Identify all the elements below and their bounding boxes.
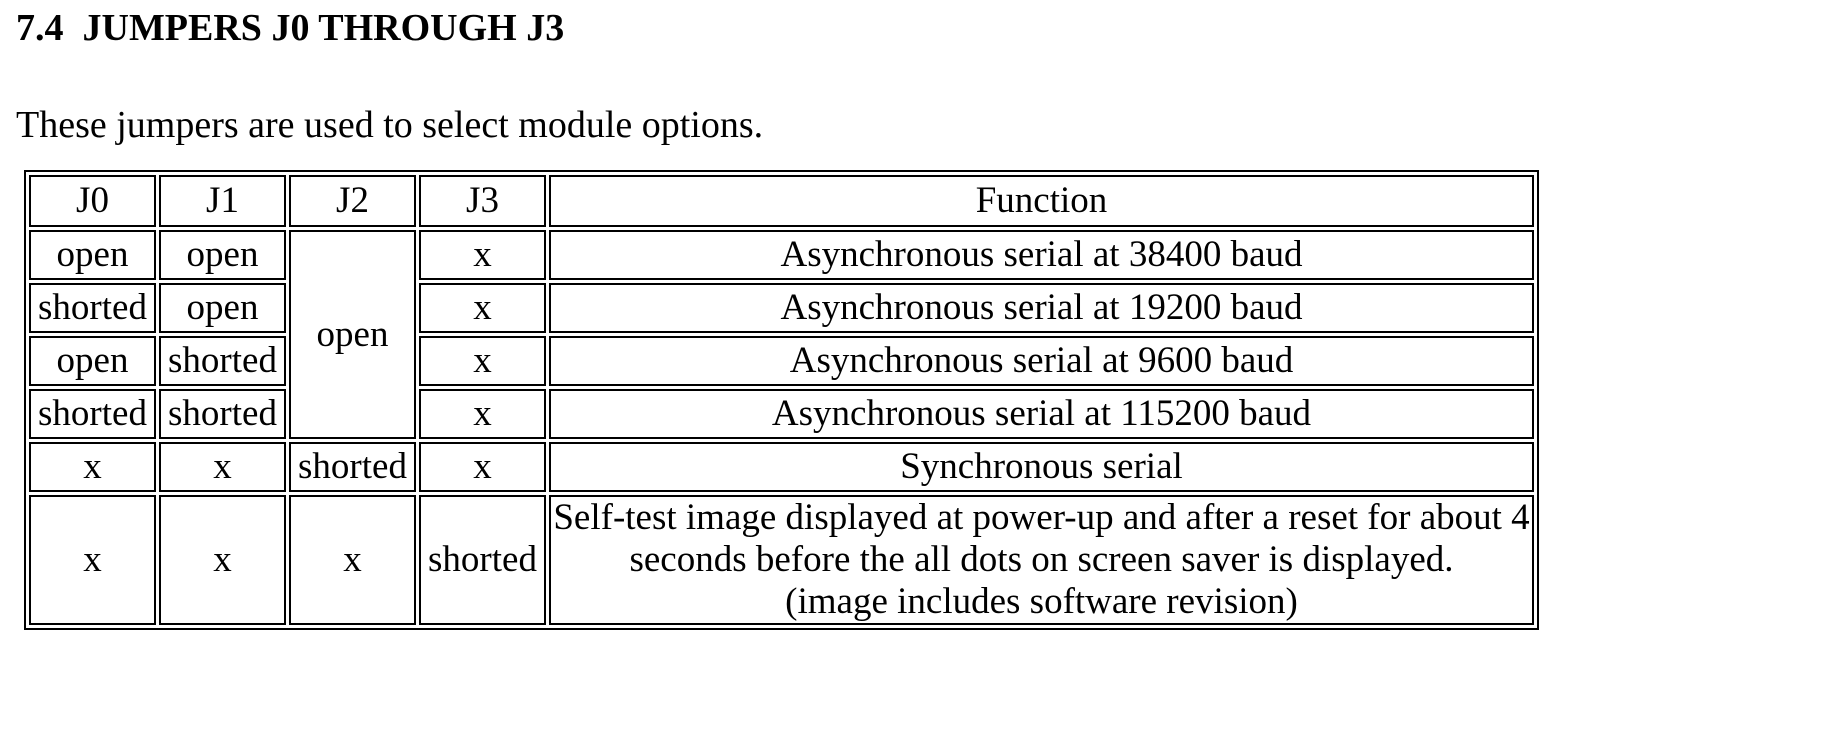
cell-j3: x [419,336,546,386]
cell-j0: open [29,230,156,280]
function-line: (image includes software revision) [785,581,1298,622]
cell-function: Asynchronous serial at 115200 baud [549,389,1534,439]
cell-j2: x [289,495,416,625]
cell-j3: x [419,389,546,439]
cell-j0: x [29,495,156,625]
cell-function: Asynchronous serial at 19200 baud [549,283,1534,333]
section-heading: 7.4 JUMPERS J0 THROUGH J3 [16,2,564,54]
cell-j2: shorted [289,442,416,492]
function-line: seconds before the all dots on screen sa… [629,539,1454,580]
header-j2: J2 [289,175,416,227]
header-j3: J3 [419,175,546,227]
jumper-table-wrapper: J0 J1 J2 J3 Function open open open x As… [24,170,1539,630]
cell-function: Asynchronous serial at 9600 baud [549,336,1534,386]
cell-function: Self-test image displayed at power-up an… [549,495,1534,625]
intro-paragraph: These jumpers are used to select module … [16,104,764,146]
table-row: x x shorted x Synchronous serial [29,442,1534,492]
cell-j1: open [159,230,286,280]
header-function: Function [549,175,1534,227]
function-line: Self-test image displayed at power-up an… [553,497,1530,538]
cell-function: Synchronous serial [549,442,1534,492]
table-row: shorted shorted x Asynchronous serial at… [29,389,1534,439]
cell-j1: x [159,442,286,492]
cell-j0: shorted [29,389,156,439]
table-row: x x x shorted Self-test image displayed … [29,495,1534,625]
table-row: shorted open x Asynchronous serial at 19… [29,283,1534,333]
table-header-row: J0 J1 J2 J3 Function [29,175,1534,227]
cell-j3: x [419,230,546,280]
cell-j3: shorted [419,495,546,625]
section-title: JUMPERS J0 THROUGH J3 [82,7,565,49]
jumper-table: J0 J1 J2 J3 Function open open open x As… [24,170,1539,630]
table-row: open shorted x Asynchronous serial at 96… [29,336,1534,386]
cell-j2-merged: open [289,230,416,439]
header-j0: J0 [29,175,156,227]
cell-j3: x [419,442,546,492]
header-j1: J1 [159,175,286,227]
cell-j1: shorted [159,336,286,386]
cell-j3: x [419,283,546,333]
cell-j1: shorted [159,389,286,439]
cell-j1: open [159,283,286,333]
table-row: open open open x Asynchronous serial at … [29,230,1534,439]
section-number: 7.4 [16,7,64,49]
cell-function: Asynchronous serial at 38400 baud [549,230,1534,280]
cell-j1: x [159,495,286,625]
cell-j0: shorted [29,283,156,333]
cell-j0: x [29,442,156,492]
cell-j0: open [29,336,156,386]
